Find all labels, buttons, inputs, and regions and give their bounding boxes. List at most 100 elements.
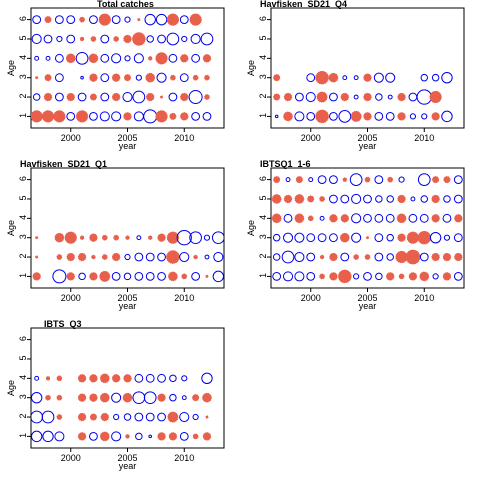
bubble-negative	[75, 51, 89, 65]
bubble-positive	[123, 74, 132, 82]
bubble-negative	[34, 375, 40, 381]
bubble-negative	[204, 254, 210, 260]
bubble-positive	[41, 110, 55, 123]
bubble-positive	[147, 56, 153, 61]
bubble-negative	[191, 271, 201, 281]
bubble-negative	[179, 251, 190, 263]
bubble-positive	[122, 392, 133, 403]
bubble-positive	[204, 74, 210, 81]
bubble-positive	[166, 13, 180, 26]
bubble-positive	[319, 254, 325, 260]
y-tick-label: 6	[18, 336, 28, 341]
bubble-positive	[89, 73, 98, 82]
bubble-negative	[429, 231, 442, 244]
y-axis-label: Age	[6, 60, 16, 76]
bubble-positive	[123, 374, 132, 383]
plot-frame	[270, 7, 465, 129]
bubble-negative	[408, 92, 418, 102]
bubble-positive	[56, 375, 63, 382]
bubble-negative	[111, 431, 122, 442]
bubble-negative	[188, 90, 203, 105]
bubble-negative	[169, 374, 177, 383]
bubble-positive	[125, 434, 130, 439]
bubble-positive	[157, 432, 166, 441]
bubble-positive	[363, 112, 372, 121]
bubble-negative	[32, 93, 41, 101]
bubble-negative	[398, 176, 405, 183]
bubble-negative	[66, 34, 76, 44]
bubble-negative	[145, 412, 155, 422]
bubble-positive	[339, 232, 350, 243]
bubble-negative	[294, 271, 305, 282]
bubble-positive	[79, 235, 85, 240]
bubble-positive	[56, 414, 63, 420]
bubble-negative	[31, 33, 42, 45]
y-tick-label: 2	[18, 254, 28, 259]
bubble-negative	[453, 271, 463, 281]
bubble-negative	[329, 194, 338, 204]
bubble-negative	[453, 175, 463, 185]
bubble-positive	[202, 54, 212, 63]
bubble-positive	[353, 254, 360, 260]
bubble-negative	[294, 111, 305, 122]
y-tick-label: 1	[18, 433, 28, 438]
x-tick-label: 2005	[117, 293, 137, 303]
bubble-negative	[168, 53, 178, 63]
bubble-positive	[44, 16, 52, 24]
bubble-negative	[353, 273, 360, 280]
bubble-negative	[200, 32, 214, 46]
bubble-negative	[135, 74, 142, 81]
x-tick-label: 2010	[414, 133, 434, 143]
bubble-negative	[54, 73, 64, 83]
bubble-negative	[338, 110, 352, 123]
bubble-negative	[122, 91, 133, 103]
bubble-negative	[374, 213, 384, 223]
bubble-positive	[431, 214, 440, 223]
bubble-negative	[212, 270, 224, 283]
bubble-positive	[363, 92, 372, 102]
bubble-positive	[111, 73, 121, 82]
bubble-positive	[315, 109, 329, 124]
panel-5: IBTS_Q3 1 2 3 4 5 6 2000 2005 2010 year Age	[6, 319, 225, 471]
bubble-positive	[192, 433, 199, 440]
panel-3: Havfisken_SD21_Q1 1 2 3 4 5 6 2000 2005 2010 year A…	[6, 159, 225, 311]
bubble-negative	[135, 432, 143, 441]
bubble-positive	[386, 272, 395, 281]
bubble-positive	[101, 234, 108, 241]
bubble-negative	[420, 73, 429, 82]
bubble-negative	[32, 15, 42, 25]
bubble-negative	[373, 72, 384, 83]
bubble-positive	[113, 234, 120, 241]
bubble-positive	[168, 432, 178, 441]
bubble-negative	[111, 111, 122, 122]
x-axis-label: year	[359, 301, 377, 311]
bubble-positive	[167, 411, 179, 423]
plot-frame	[270, 167, 465, 289]
bubble-negative	[351, 193, 362, 205]
y-tick-label: 1	[18, 113, 28, 118]
bubble-positive	[44, 74, 52, 82]
bubble-negative	[385, 111, 395, 121]
bubble-negative	[375, 195, 383, 203]
bubble-positive	[35, 236, 39, 240]
bubble-positive	[137, 18, 141, 22]
bubble-negative	[166, 32, 180, 46]
bubble-negative	[169, 393, 177, 402]
x-tick-label: 2000	[61, 133, 81, 143]
bubble-positive	[295, 176, 303, 184]
y-tick-label: 5	[18, 355, 28, 360]
bubble-negative	[274, 114, 279, 119]
bubble-positive	[271, 194, 282, 204]
bubble-negative	[340, 194, 350, 204]
bubble-layer	[31, 13, 214, 124]
bubble-negative	[145, 252, 155, 262]
bubble-positive	[166, 250, 180, 264]
bubble-negative	[329, 175, 338, 185]
bubble-positive	[180, 92, 189, 102]
bubble-negative	[54, 53, 64, 63]
y-tick-label: 3	[18, 394, 28, 399]
bubble-negative	[145, 271, 155, 281]
bubble-positive	[89, 393, 98, 402]
bubble-positive	[329, 214, 338, 223]
bubble-positive	[202, 432, 212, 441]
